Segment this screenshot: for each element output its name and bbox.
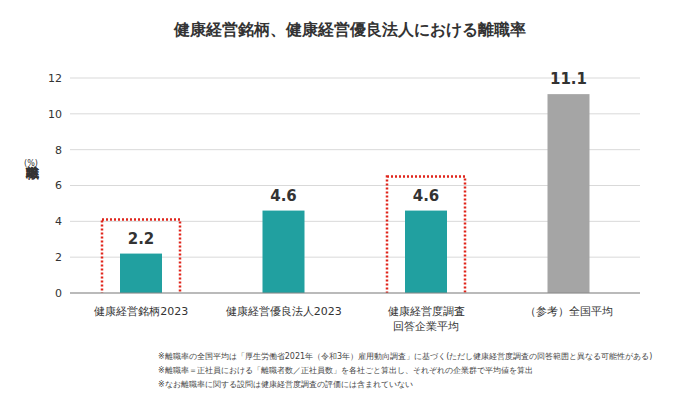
svg-text:健康経営度調査回答企業平均: 健康経営度調査回答企業平均 xyxy=(388,305,465,333)
svg-text:4.6: 4.6 xyxy=(413,187,440,205)
svg-text:8: 8 xyxy=(55,144,62,157)
svg-text:4.6: 4.6 xyxy=(270,187,297,205)
html-text:※離職率＝正社員における「離職者数／正社員数」を各社ごと算出: ※離職率＝正社員における「離職者数／正社員数」を各社ごと算出し、それぞれの企業群… xyxy=(158,366,533,375)
svg-text:12: 12 xyxy=(48,72,62,85)
svg-text:6: 6 xyxy=(55,179,62,192)
svg-text:健康経営銘柄2023: 健康経営銘柄2023 xyxy=(94,305,188,318)
svg-text:2: 2 xyxy=(55,251,62,264)
html-text:※離職率の全国平均は「厚生労働省2021年（令和3年）雇用動: ※離職率の全国平均は「厚生労働省2021年（令和3年）雇用動向調査」に基づく(た… xyxy=(158,352,653,361)
html-text:健康経営銘柄、健康経営優良法人における離職率: 健康経営銘柄、健康経営優良法人における離職率 xyxy=(174,20,526,39)
svg-text:11.1: 11.1 xyxy=(550,70,587,88)
svg-text:4: 4 xyxy=(55,215,62,228)
svg-text:0: 0 xyxy=(55,287,62,300)
svg-text:健康経営優良法人2023: 健康経営優良法人2023 xyxy=(226,305,342,318)
svg-text:10: 10 xyxy=(48,108,62,121)
svg-text:（参考）全国平均: （参考）全国平均 xyxy=(525,305,613,318)
html-text:※なお離職率に関する設問は健康経営度調査の評価には含まれてい: ※なお離職率に関する設問は健康経営度調査の評価には含まれていない xyxy=(158,380,413,389)
svg-text:2.2: 2.2 xyxy=(128,230,155,248)
